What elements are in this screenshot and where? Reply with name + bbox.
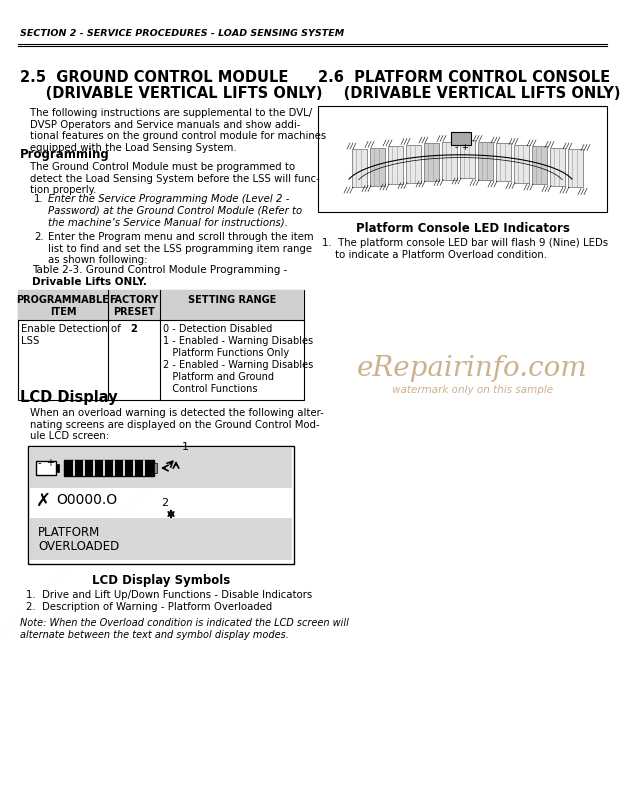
Bar: [531, 146, 546, 184]
Bar: [441, 142, 456, 180]
Text: 1: 1: [182, 442, 189, 452]
Text: 1.  Drive and Lift Up/Down Functions - Disable Indicators: 1. Drive and Lift Up/Down Functions - Di…: [26, 590, 312, 600]
Bar: [30, 518, 292, 560]
Text: OVERLOADED: OVERLOADED: [38, 540, 119, 553]
Text: 2: 2: [131, 324, 138, 334]
Text: Platform and Ground: Platform and Ground: [163, 372, 274, 382]
Bar: [496, 143, 511, 181]
Text: Enter the Program menu and scroll through the item
list to find and set the LSS : Enter the Program menu and scroll throug…: [48, 232, 314, 265]
Text: (DRIVABLE VERTICAL LIFTS ONLY): (DRIVABLE VERTICAL LIFTS ONLY): [20, 86, 322, 101]
Text: FACTORY
PRESET: FACTORY PRESET: [109, 295, 159, 316]
Bar: [36, 461, 56, 475]
Bar: [351, 149, 366, 187]
Text: SETTING RANGE: SETTING RANGE: [188, 295, 276, 305]
Text: +: +: [46, 458, 54, 468]
Text: Enter the Service Programming Mode (Level 2 -
Password) at the Ground Control Mo: Enter the Service Programming Mode (Leve…: [48, 194, 302, 227]
Text: 2 - Enabled - Warning Disables: 2 - Enabled - Warning Disables: [163, 360, 313, 370]
Bar: [28, 446, 294, 564]
Text: SECTION 2 - SERVICE PROCEDURES - LOAD SENSING SYSTEM: SECTION 2 - SERVICE PROCEDURES - LOAD SE…: [20, 29, 344, 38]
Bar: [18, 290, 304, 320]
Text: eRepairinfo.com: eRepairinfo.com: [357, 355, 588, 382]
Bar: [451, 132, 471, 145]
Text: +: +: [461, 143, 468, 152]
Bar: [64, 460, 154, 476]
Bar: [318, 106, 607, 212]
Text: 1 - Enabled - Warning Disables: 1 - Enabled - Warning Disables: [163, 336, 313, 346]
Text: 2.6  PLATFORM CONTROL CONSOLE: 2.6 PLATFORM CONTROL CONSOLE: [318, 70, 610, 85]
Text: Enable Detection of
LSS: Enable Detection of LSS: [21, 324, 121, 345]
Bar: [568, 149, 582, 187]
Text: LCD Display Symbols: LCD Display Symbols: [92, 574, 230, 587]
Text: 1.  The platform console LED bar will flash 9 (Nine) LEDs: 1. The platform console LED bar will fla…: [322, 238, 608, 248]
Bar: [406, 145, 421, 183]
Text: O0000.O: O0000.O: [56, 493, 117, 507]
Text: LCD Display: LCD Display: [20, 390, 118, 405]
Text: 2.  Description of Warning - Platform Overloaded: 2. Description of Warning - Platform Ove…: [26, 602, 272, 612]
Bar: [388, 146, 402, 184]
Text: The Ground Control Module must be programmed to
detect the Load Sensing System b: The Ground Control Module must be progra…: [30, 162, 320, 195]
Bar: [549, 147, 564, 185]
Text: 0 - Detection Disabled: 0 - Detection Disabled: [163, 324, 272, 334]
Text: -: -: [38, 458, 41, 468]
Bar: [154, 463, 157, 473]
Text: to indicate a Platform Overload condition.: to indicate a Platform Overload conditio…: [322, 250, 547, 260]
Bar: [478, 142, 492, 180]
Text: PROGRAMMABLE
ITEM: PROGRAMMABLE ITEM: [17, 295, 109, 316]
Bar: [56, 464, 59, 472]
Bar: [424, 143, 439, 181]
Text: The following instructions are supplemental to the DVL/
DVSP Operators and Servi: The following instructions are supplemen…: [30, 108, 326, 153]
Text: -: -: [455, 143, 458, 152]
Bar: [514, 145, 529, 183]
Text: 2: 2: [161, 498, 168, 508]
Text: 1.: 1.: [34, 194, 44, 204]
Text: Platform Console LED Indicators: Platform Console LED Indicators: [356, 222, 569, 235]
Text: Control Functions: Control Functions: [163, 384, 258, 394]
Text: (DRIVABLE VERTICAL LIFTS ONLY): (DRIVABLE VERTICAL LIFTS ONLY): [318, 86, 621, 101]
Bar: [369, 147, 384, 185]
Text: Table 2-3. Ground Control Module Programming -: Table 2-3. Ground Control Module Program…: [32, 265, 288, 275]
Text: ✗: ✗: [36, 492, 51, 510]
Text: Note: When the Overload condition is indicated the LCD screen will
alternate bet: Note: When the Overload condition is ind…: [20, 618, 349, 640]
Text: 2.: 2.: [34, 232, 44, 242]
Bar: [30, 448, 292, 488]
Text: Programming: Programming: [20, 148, 110, 161]
Bar: [18, 290, 304, 400]
Text: Drivable Lifts ONLY.: Drivable Lifts ONLY.: [32, 277, 147, 287]
Text: PLATFORM: PLATFORM: [38, 526, 100, 539]
Text: 2.5  GROUND CONTROL MODULE: 2.5 GROUND CONTROL MODULE: [20, 70, 288, 85]
Bar: [459, 140, 474, 178]
Text: When an overload warning is detected the following alter-
nating screens are dis: When an overload warning is detected the…: [30, 408, 324, 441]
Text: Platform Functions Only: Platform Functions Only: [163, 348, 289, 358]
Text: watermark only on this sample: watermark only on this sample: [392, 385, 553, 395]
